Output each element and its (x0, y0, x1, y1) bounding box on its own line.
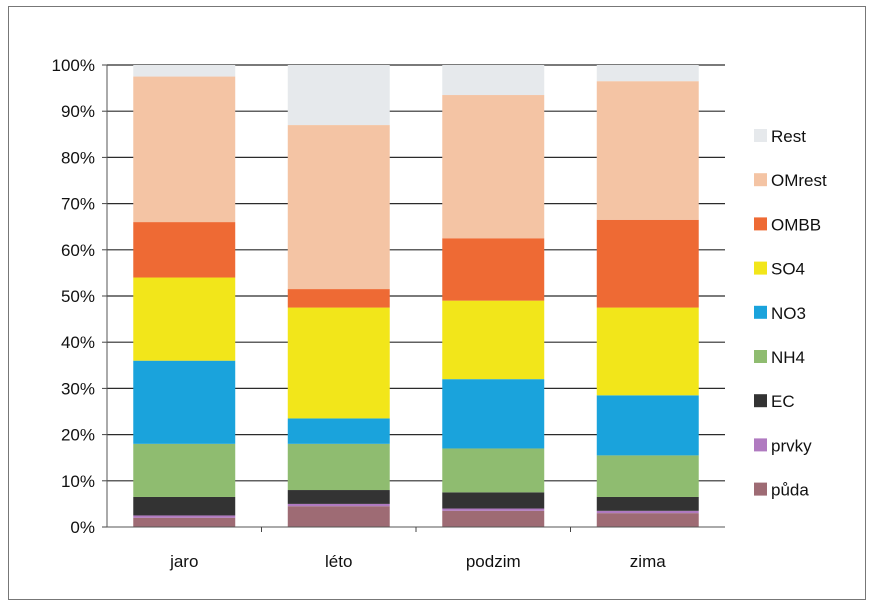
bar-segment-EC-zima (596, 496, 699, 511)
bar-segment-Rest-podzim (442, 65, 545, 96)
legend-swatch-prvky (754, 438, 767, 452)
y-tick-label: 90% (61, 102, 95, 121)
bar-segment-půda-podzim (442, 510, 545, 527)
bar-segment-Rest-léto (287, 65, 390, 126)
legend-swatch-NH4 (754, 350, 767, 363)
legend-swatch-OMrest (754, 173, 767, 187)
bar-segment-Rest-zima (596, 65, 699, 82)
y-tick-label: 50% (61, 287, 95, 306)
y-tick-label: 100% (52, 56, 95, 75)
legend-swatch-OMBB (754, 217, 767, 231)
y-axis-tick-labels: 0% 10% 20% 30% 40% 50% 60% 70% 80% 90% 100% (52, 56, 95, 537)
bar-segment-prvky-podzim (442, 508, 545, 511)
bar-segment-půda-jaro (133, 517, 236, 527)
bar-segment-OMBB-zima (596, 219, 699, 308)
bar-segment-EC-podzim (442, 492, 545, 509)
legend-label: NO3 (771, 304, 806, 323)
legend-swatch-NO3 (754, 305, 767, 319)
legend-label: půda (771, 481, 809, 500)
legend-label: OMBB (771, 215, 821, 234)
bar-segment-NO3-zima (596, 395, 699, 456)
bar-segment-NH4-zima (596, 455, 699, 497)
legend-label: SO4 (771, 260, 805, 279)
bar-segment-NO3-léto (287, 418, 390, 444)
x-tick-label: léto (325, 552, 352, 571)
bar-segment-NH4-léto (287, 443, 390, 491)
bar-stacks (133, 65, 699, 527)
bar-segment-NH4-jaro (133, 443, 236, 497)
stacked-bar-chart: 0% 10% 20% 30% 40% 50% 60% 70% 80% 90% 100% jaro lé… (52, 56, 827, 571)
bar-segment-NO3-podzim (442, 379, 545, 449)
y-tick-label: 20% (61, 426, 95, 445)
bar-segment-prvky-jaro (133, 515, 236, 518)
y-tick-label: 60% (61, 241, 95, 260)
y-tick-label: 70% (61, 195, 95, 214)
bar-segment-půda-zima (596, 513, 699, 527)
y-tick-label: 30% (61, 379, 95, 398)
legend-label: EC (771, 392, 795, 411)
bar-segment-OMrest-zima (596, 81, 699, 220)
bar-segment-OMBB-léto (287, 289, 390, 308)
bar-segment-OMBB-podzim (442, 238, 545, 301)
legend-label: NH4 (771, 348, 805, 367)
legend: Rest OMrest OMBB SO4 NO3 NH4 EC prvky půda (754, 127, 827, 500)
y-tick-label: 40% (61, 333, 95, 352)
bar-segment-půda-léto (287, 506, 390, 527)
bar-segment-Rest-jaro (133, 65, 236, 77)
bar-segment-OMrest-léto (287, 125, 390, 290)
bar-segment-OMrest-jaro (133, 76, 236, 223)
x-axis-tick-labels: jaro léto podzim zima (169, 552, 666, 571)
x-tick-label: jaro (169, 552, 198, 571)
bar-segment-NH4-podzim (442, 448, 545, 493)
bar-segment-prvky-léto (287, 503, 390, 507)
chart-frame: 0% 10% 20% 30% 40% 50% 60% 70% 80% 90% 100% jaro lé… (8, 6, 866, 600)
x-tick-label: zima (630, 552, 666, 571)
legend-label: prvky (771, 436, 812, 455)
axes (102, 64, 725, 532)
bar-segment-OMBB-jaro (133, 222, 236, 278)
y-tick-label: 80% (61, 148, 95, 167)
x-tick-label: podzim (466, 552, 521, 571)
legend-swatch-půda (754, 482, 767, 496)
legend-label: OMrest (771, 171, 827, 190)
y-tick-label: 10% (61, 472, 95, 491)
bar-segment-SO4-léto (287, 307, 390, 419)
bar-segment-NO3-jaro (133, 360, 236, 444)
bar-segment-OMrest-podzim (442, 95, 545, 239)
legend-swatch-EC (754, 394, 767, 408)
bar-segment-SO4-jaro (133, 277, 236, 361)
legend-label: Rest (771, 127, 806, 146)
bar-segment-SO4-podzim (442, 300, 545, 380)
y-tick-label: 0% (70, 518, 95, 537)
legend-swatch-Rest (754, 129, 767, 142)
bar-segment-EC-léto (287, 490, 390, 504)
legend-swatch-SO4 (754, 261, 767, 275)
bar-segment-EC-jaro (133, 496, 236, 516)
bar-segment-SO4-zima (596, 307, 699, 396)
bar-segment-prvky-zima (596, 510, 699, 514)
